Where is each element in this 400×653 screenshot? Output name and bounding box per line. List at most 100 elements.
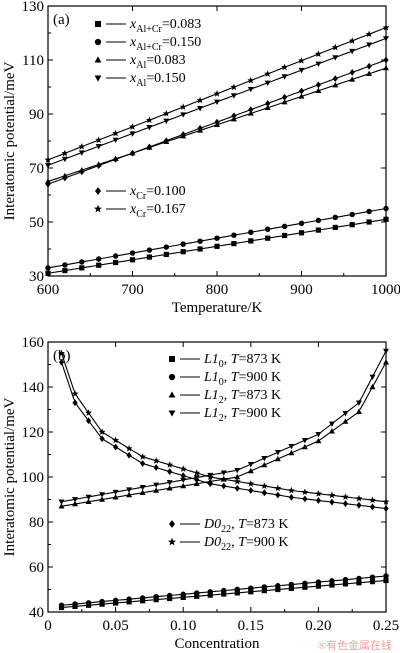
data-point (96, 162, 102, 169)
data-point (221, 591, 227, 597)
y-tick-label: 50 (29, 215, 44, 231)
data-point (281, 74, 288, 80)
data-point (214, 243, 220, 249)
data-point (342, 411, 349, 417)
data-point (166, 592, 173, 599)
series-square (45, 216, 389, 276)
data-point (383, 64, 389, 71)
data-point (261, 456, 268, 462)
data-point (234, 484, 240, 492)
data-point (288, 444, 295, 450)
data-point (78, 143, 86, 150)
x-tick-label: 700 (121, 282, 144, 298)
legend-marker (95, 187, 101, 195)
data-point (180, 482, 187, 489)
data-point (248, 487, 254, 494)
x-tick-label: 0.10 (170, 618, 196, 634)
watermark: ®有色金属在线 (318, 638, 392, 652)
data-point (146, 125, 153, 131)
data-point (366, 70, 373, 76)
panel-label: (b) (53, 348, 71, 364)
data-point (369, 574, 376, 580)
data-point (315, 227, 321, 233)
data-point (315, 61, 322, 67)
data-point (85, 409, 93, 416)
y-tick-label: 120 (22, 425, 45, 441)
x-tick-label: 1000 (371, 282, 400, 298)
data-point (112, 597, 119, 604)
data-point (298, 220, 305, 227)
data-point (153, 482, 160, 488)
data-point (193, 480, 200, 486)
data-point (315, 497, 321, 504)
data-point (302, 495, 308, 503)
data-point (197, 105, 204, 112)
data-point (264, 104, 271, 110)
data-point (274, 455, 281, 462)
y-tick-label: 60 (29, 560, 44, 576)
legend-label: L10, T=900 K (203, 370, 281, 388)
data-point (207, 589, 213, 595)
data-point (265, 235, 271, 241)
data-point (180, 241, 186, 247)
series-circle (58, 573, 389, 608)
data-point (180, 472, 186, 480)
data-point (61, 149, 69, 157)
legend-top-left: xAl+Cr=0.083xAl+Cr=0.150xAl=0.083xAl=0.1… (94, 17, 201, 89)
data-point (234, 473, 241, 480)
data-point (264, 70, 272, 77)
data-point (163, 244, 170, 250)
legend-marker (94, 38, 102, 46)
data-point (194, 593, 200, 599)
legend-marker (168, 391, 176, 398)
data-point (328, 428, 335, 434)
legend-label: xCr=0.100 (129, 184, 186, 202)
series-circle (45, 205, 389, 271)
data-point (179, 103, 187, 110)
data-point (315, 81, 321, 89)
series-star (44, 23, 390, 163)
y-tick-label: 90 (29, 107, 44, 123)
data-point (260, 482, 268, 489)
data-point (163, 137, 169, 145)
data-point (113, 443, 119, 451)
data-point (282, 93, 288, 101)
data-point (315, 583, 321, 589)
data-point (298, 87, 305, 95)
data-point (179, 465, 187, 472)
data-point (146, 143, 152, 151)
y-tick-label: 140 (22, 380, 45, 396)
data-point (314, 50, 322, 57)
data-point (331, 43, 339, 51)
data-point (163, 251, 169, 257)
chart-panel-b: 0 0.05 0.10 0.15 0.20 0.25 40 60 80 100 120 140 160 C… (2, 335, 399, 652)
series-triangle-down (45, 36, 389, 169)
data-point (99, 598, 105, 605)
data-point (315, 432, 322, 438)
data-point (301, 438, 308, 444)
data-point (298, 93, 305, 99)
data-point (78, 150, 85, 156)
data-point (96, 262, 102, 268)
data-point (45, 163, 51, 169)
data-point (166, 461, 174, 468)
data-point (95, 256, 102, 262)
data-point (167, 595, 173, 602)
data-point (247, 76, 255, 84)
data-point (288, 581, 295, 588)
data-point (302, 584, 308, 590)
data-point (264, 80, 271, 86)
data-point (261, 588, 267, 594)
data-point (197, 124, 203, 132)
y-tick-label: 80 (29, 515, 44, 531)
data-point (341, 493, 349, 500)
data-point (140, 598, 146, 604)
data-point (197, 238, 203, 244)
data-point (328, 491, 336, 499)
data-point (247, 467, 254, 474)
data-point (248, 229, 254, 235)
data-point (369, 579, 376, 585)
y-tick-label: 40 (29, 605, 44, 621)
data-point (342, 581, 349, 587)
